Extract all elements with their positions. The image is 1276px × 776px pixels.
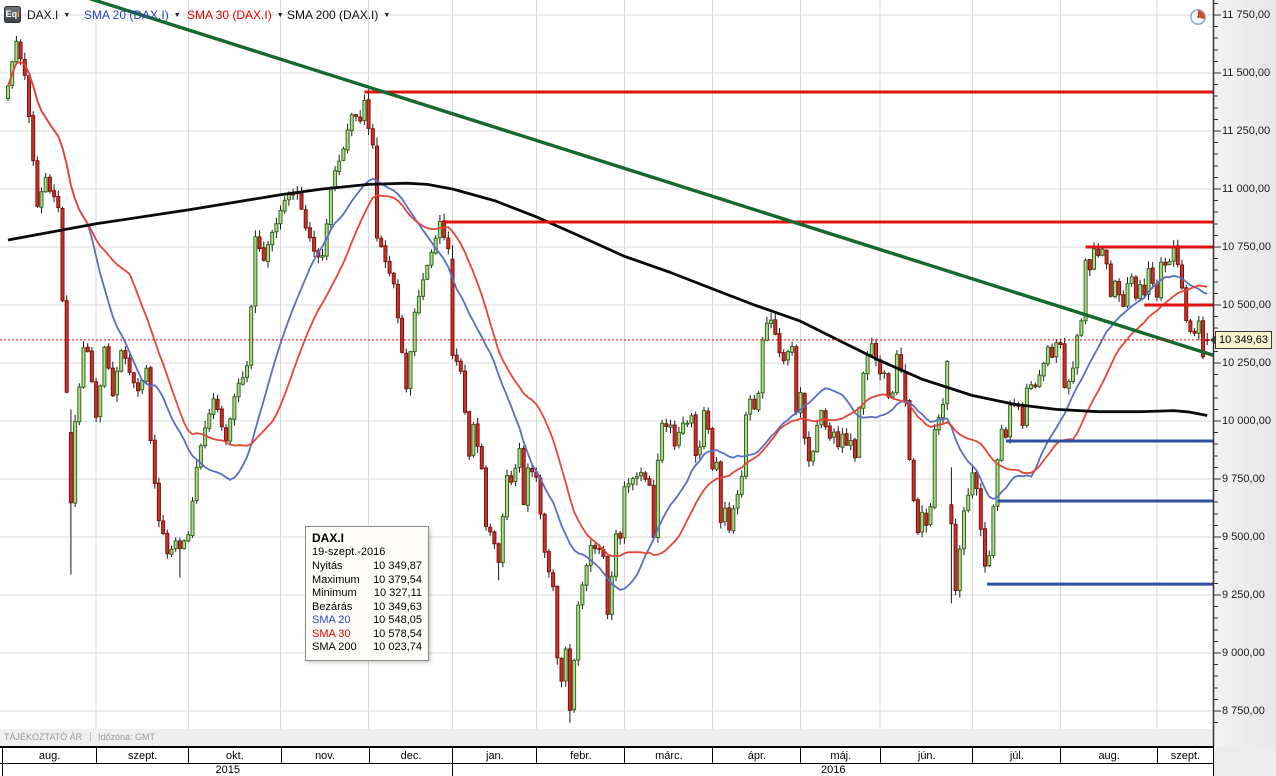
month-label: nov. [280, 748, 369, 763]
tooltip-row-label: Maximum [312, 573, 360, 586]
instrument-label: DAX.I [27, 8, 59, 22]
month-label: aug. [1060, 748, 1157, 763]
chevron-down-icon: ▼ [276, 12, 284, 19]
price-axis-label: 9 750,00 [1222, 473, 1265, 485]
month-label: jún. [880, 748, 973, 763]
time-axis-months: aug. szept. okt. nov. dec. jan. febr. márc. ápr.… [0, 746, 1214, 764]
time-axis-years: 2015 2016 [0, 764, 1214, 776]
tooltip-row-label: SMA 20 [312, 614, 351, 626]
month-label: aug. [2, 748, 97, 763]
timezone-note: Időzóna: GMT [90, 732, 155, 742]
indicator-sma30-label: SMA 30 (DAX.I) [187, 8, 272, 22]
price-axis-label: 10 000,00 [1222, 415, 1271, 427]
tooltip-row-value: 10 379,54 [373, 573, 422, 586]
tooltip-row-label: Minimum [312, 587, 357, 599]
tooltip-row-label: SMA 30 [312, 627, 351, 640]
price-axis-panel[interactable] [1213, 0, 1276, 747]
chevron-down-icon: ▼ [383, 12, 391, 19]
indicator-sma20-label: SMA 20 (DAX.I) [84, 8, 169, 22]
indicative-price-notice: TÁJÉKOZTATÓ ÁR [4, 732, 83, 742]
price-axis-label: 11 000,00 [1222, 183, 1271, 195]
indicator-sma20-selector[interactable]: SMA 20 (DAX.I) ▼ [84, 8, 181, 22]
month-label: ápr. [712, 748, 801, 763]
month-label: júl. [972, 748, 1061, 763]
price-axis-label: 10 500,00 [1222, 299, 1271, 311]
chevron-down-icon: ▼ [63, 12, 71, 19]
tooltip-row: Minimum 10 327,11 [312, 587, 422, 601]
tooltip-row-label: Bezárás [312, 600, 353, 613]
instrument-selector[interactable]: DAX.I ▼ [27, 8, 70, 22]
tooltip-row-value: 10 578,54 [373, 627, 422, 640]
tooltip-row: Maximum 10 379,54 [312, 574, 422, 588]
price-axis-label: 9 000,00 [1222, 647, 1265, 659]
footnote-band [0, 729, 1213, 746]
equity-instrument-icon: Eqi [4, 6, 21, 23]
indicator-sma200-label: SMA 200 (DAX.I) [287, 8, 379, 22]
price-axis-label: 9 500,00 [1222, 531, 1265, 543]
tooltip-row: Nyitás 10 349,87 [312, 560, 422, 574]
month-label: szept. [1156, 748, 1213, 763]
price-axis-label: 11 500,00 [1222, 67, 1271, 79]
tooltip-row-label: SMA 200 [312, 641, 357, 653]
year-label: 2015 [2, 764, 453, 776]
tooltip-row-value: 10 349,63 [373, 600, 422, 613]
tooltip-row-value: 10 023,74 [373, 641, 422, 653]
month-label: okt. [188, 748, 281, 763]
tooltip-row-value: 10 548,05 [373, 614, 422, 626]
chevron-down-icon: ▼ [173, 12, 181, 19]
price-axis-label: 9 250,00 [1222, 589, 1265, 601]
tooltip-instrument: DAX.I [312, 531, 345, 545]
month-label: jan. [452, 748, 537, 763]
tooltip-row-value: 10 327,11 [373, 587, 422, 599]
indicator-sma30-selector[interactable]: SMA 30 (DAX.I) ▼ [187, 8, 284, 22]
tooltip-row: Bezárás 10 349,63 [312, 601, 422, 615]
price-axis-label: 10 250,00 [1222, 357, 1271, 369]
month-label: máj. [800, 748, 881, 763]
tooltip-row: SMA 20 10 548,05 [312, 614, 422, 628]
tooltip-row: SMA 30 10 578,54 [312, 628, 422, 642]
month-label: márc. [624, 748, 713, 763]
price-axis-label: 10 750,00 [1222, 241, 1271, 253]
price-axis-label: 11 250,00 [1222, 125, 1271, 137]
price-axis-label: 11 750,00 [1222, 9, 1271, 21]
delayed-data-clock-icon[interactable] [1188, 7, 1210, 29]
axis-corner [1213, 747, 1276, 776]
tooltip-row-value: 10 349,87 [373, 560, 422, 572]
indicator-sma200-selector[interactable]: SMA 200 (DAX.I) ▼ [287, 8, 390, 22]
month-label: szept. [96, 748, 189, 763]
year-label: 2016 [452, 764, 1213, 776]
tooltip-row: SMA 200 10 023,74 [312, 641, 422, 655]
month-label: febr. [536, 748, 625, 763]
tooltip-row-label: Nyitás [312, 560, 343, 572]
current-price-tag: 10 349,63 [1210, 330, 1272, 349]
month-label: dec. [368, 748, 453, 763]
ohlc-tooltip: DAX.I 19-szept.-2016 Nyitás 10 349,87 Maxi… [305, 526, 429, 661]
tooltip-date: 19-szept.-2016 [312, 546, 386, 558]
price-axis-label: 8 750,00 [1222, 705, 1265, 717]
